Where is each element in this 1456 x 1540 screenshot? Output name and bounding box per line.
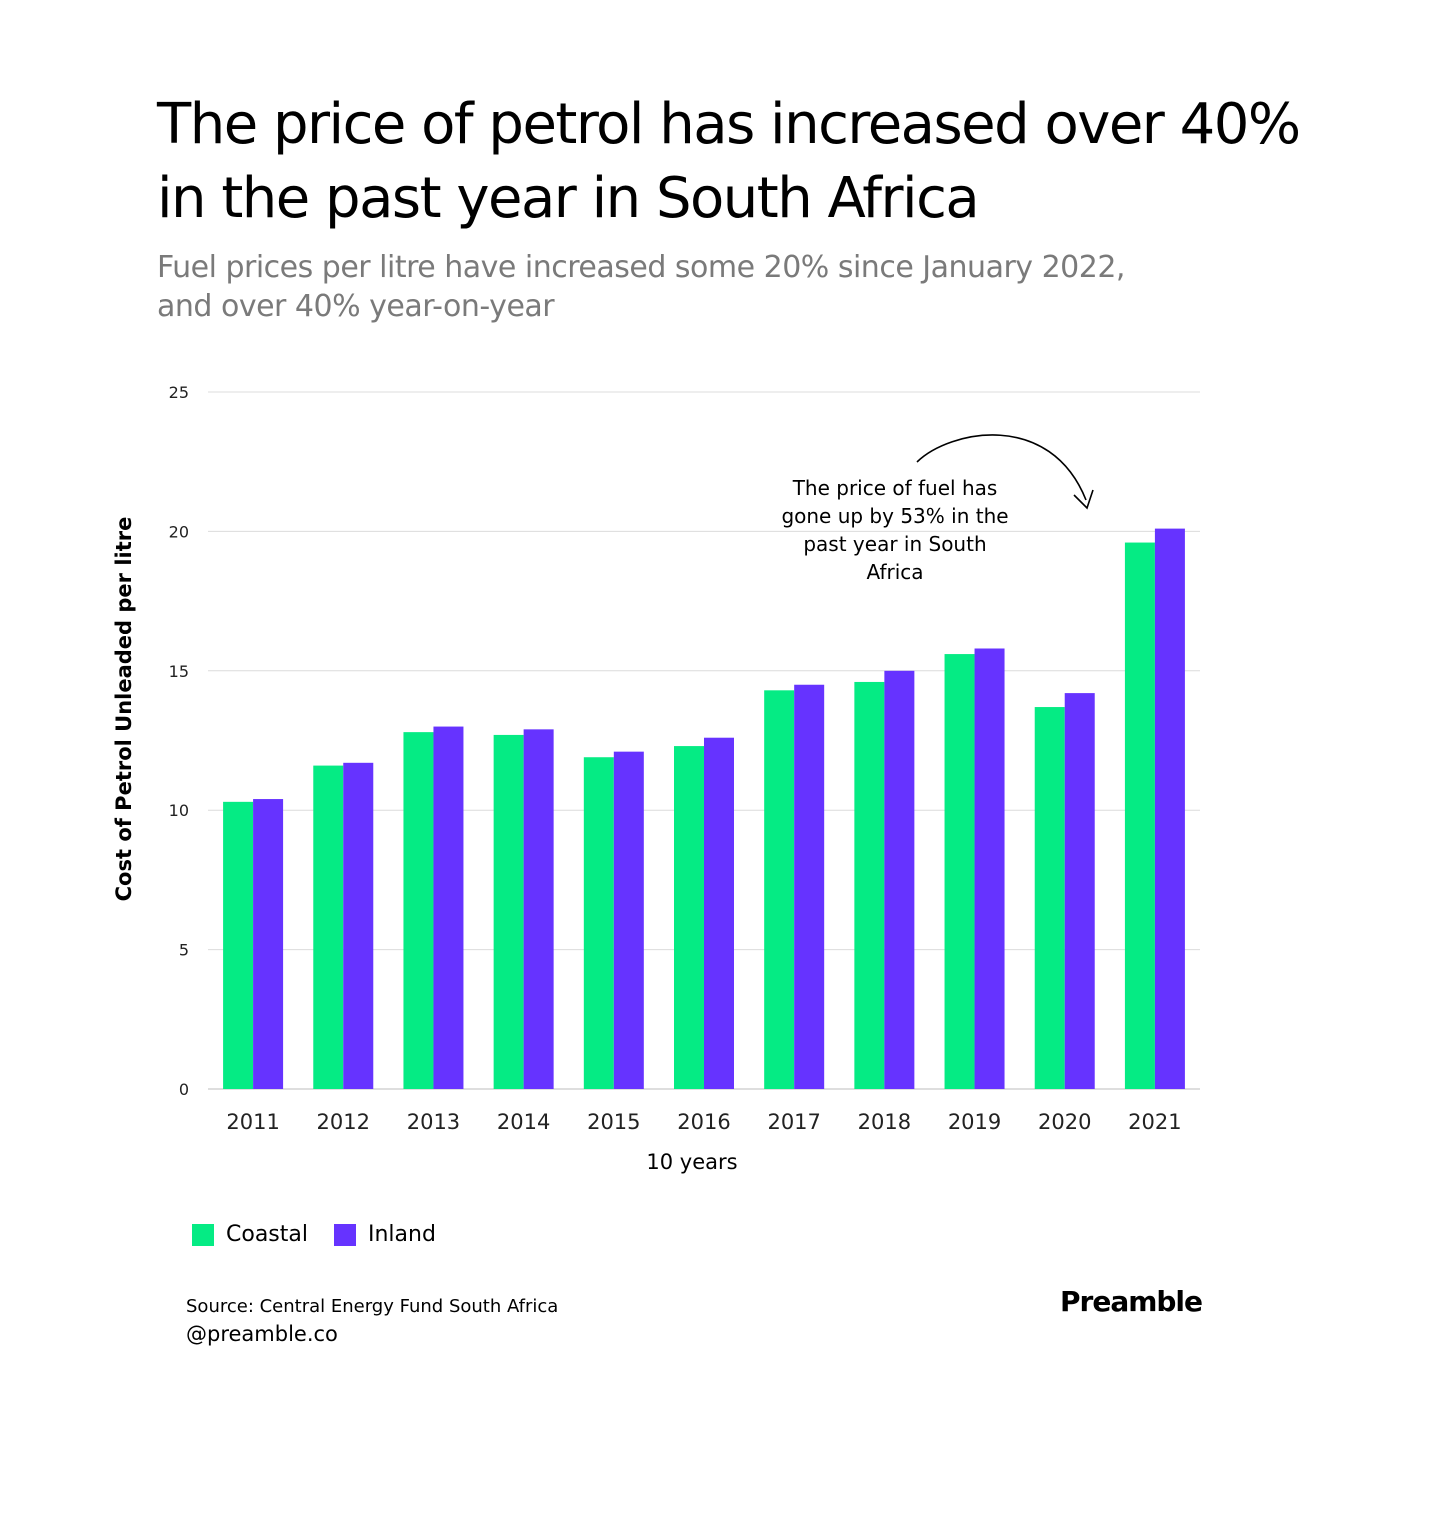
x-tick-label: 2021 (1128, 1110, 1181, 1134)
legend: Coastal Inland (192, 1222, 462, 1247)
annotation-arrowhead (1073, 489, 1094, 510)
x-axis-ticks: 2011 2012 2013 2014 2015 2016 2017 2018 2019 2020… (226, 1110, 1181, 1134)
social-handle: @preamble.co (186, 1322, 338, 1346)
bars (223, 528, 1185, 1089)
x-tick-label: 2016 (677, 1110, 730, 1134)
bar-inland-2013 (433, 726, 464, 1089)
bar-coastal-2016 (674, 746, 704, 1089)
x-tick-label: 2014 (497, 1110, 550, 1134)
bar-inland-2017 (794, 684, 825, 1089)
y-tick-label: 10 (169, 801, 189, 820)
chart-subtitle: Fuel prices per litre have increased som… (157, 250, 1125, 324)
annotation-line: past year in South (803, 532, 986, 556)
annotation-line: Africa (866, 560, 923, 584)
legend-item-inland: Inland (333, 1222, 436, 1247)
bar-coastal-2013 (403, 732, 434, 1089)
x-tick-label: 2019 (948, 1110, 1001, 1134)
bar-inland-2014 (523, 729, 554, 1089)
bar-coastal-2018 (854, 681, 885, 1089)
bar-inland-2011 (253, 799, 284, 1089)
x-tick-label: 2012 (317, 1110, 370, 1134)
x-tick-label: 2011 (226, 1110, 279, 1134)
bar-coastal-2011 (223, 801, 254, 1089)
bar-coastal-2021 (1124, 542, 1155, 1089)
legend-label-inland: Inland (367, 1222, 436, 1247)
bar-inland-2012 (343, 762, 374, 1089)
y-tick-label: 15 (169, 662, 189, 681)
source-note: Source: Central Energy Fund South Africa (186, 1296, 559, 1317)
legend-swatch-coastal (192, 1223, 214, 1246)
legend-label-coastal: Coastal (226, 1222, 308, 1247)
bar-inland-2015 (613, 751, 644, 1089)
bar-coastal-2020 (1034, 707, 1065, 1089)
bar-inland-2018 (884, 670, 915, 1089)
bar-inland-2019 (974, 648, 1005, 1089)
bar-coastal-2012 (313, 765, 344, 1089)
bar-coastal-2014 (493, 734, 524, 1089)
x-tick-label: 2020 (1038, 1110, 1091, 1134)
bar-coastal-2019 (944, 654, 975, 1089)
x-tick-label: 2015 (587, 1110, 640, 1134)
x-tick-label: 2013 (407, 1110, 460, 1134)
y-axis-ticks: 0 5 10 15 20 25 (169, 383, 189, 1099)
bar-coastal-2017 (764, 690, 795, 1089)
chart-title: The price of petrol has increased over 4… (157, 92, 1301, 231)
bar-inland-2020 (1064, 693, 1095, 1089)
x-tick-label: 2018 (858, 1110, 911, 1134)
bar-inland-2021 (1154, 528, 1185, 1089)
brand-logo: Preamble (1060, 1285, 1203, 1318)
annotation-line: The price of fuel has (792, 476, 998, 500)
annotation-arrow (916, 434, 1087, 501)
y-axis-label: Cost of Petrol Unleaded per litre (112, 517, 136, 902)
y-tick-label: 25 (169, 383, 189, 402)
y-tick-label: 0 (179, 1080, 189, 1099)
bar-coastal-2015 (583, 757, 614, 1089)
legend-swatch-inland (333, 1223, 356, 1246)
x-axis-label: 10 years (646, 1150, 737, 1174)
bar-inland-2016 (704, 737, 734, 1089)
legend-item-coastal: Coastal (192, 1222, 308, 1247)
y-tick-label: 5 (179, 941, 189, 960)
x-tick-label: 2017 (767, 1110, 820, 1134)
y-tick-label: 20 (169, 522, 189, 541)
annotation-line: gone up by 53% in the (781, 504, 1008, 528)
annotation: The price of fuel has gone up by 53% in t… (781, 476, 1008, 584)
